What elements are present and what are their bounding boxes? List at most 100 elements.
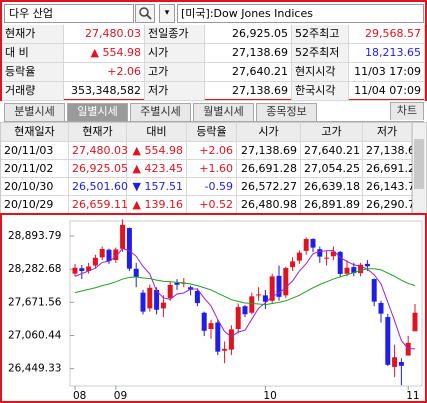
tab[interactable]: 월별시세 [193,103,254,121]
quote-label: 등락율 [2,63,64,82]
quote-label: 전일종가 [145,25,205,44]
candle-body [283,268,289,296]
daily-cell: 26,639.18 [301,178,363,196]
daily-cell: 26,659.11 [69,196,128,214]
candle-body [337,251,343,274]
candle-body [269,276,275,301]
candle-body [160,302,166,309]
candle-body [344,267,350,274]
candle-body [290,261,296,268]
candle-body [256,294,262,296]
daily-cell: 20/11/02 [1,160,69,178]
quote-value: 26,925.05 [205,25,292,44]
column-header: 저가 [363,123,412,142]
candle-body [378,302,384,314]
daily-cell: ▲ 139.16 [127,196,187,214]
x-tick-label: 10 [263,390,276,402]
quote-label: 시가 [145,44,205,63]
candle-body [324,257,330,259]
column-header: 대비 [127,123,187,142]
daily-cell: 26,925.05 [69,160,128,178]
candle-body [215,322,221,352]
daily-cell: 26,691.28 [363,160,422,178]
chart-frame [0,213,427,403]
daily-cell: -0.59 [187,178,237,196]
candle-body [330,251,336,257]
daily-cell: 26,691.28 [237,160,301,178]
quote-value: 29,568.57 [349,25,425,44]
quote-table: 현재가 27,480.03 전일종가 26,925.05 52주최고 29,568.57 대… [2,25,425,101]
dropdown-button[interactable]: ▾ [159,4,175,23]
quote-value: 353,348,582 [64,82,145,101]
search-button[interactable] [135,4,155,23]
daily-cell: 27,054.25 [301,160,363,178]
quote-value: 18,213.65 [349,44,425,63]
tab[interactable]: 주별시세 [130,103,191,121]
candle-body [317,249,323,257]
candle-body [126,228,132,269]
quote-value: 27,138.69 [205,82,292,101]
daily-cell: 26,143.77 [363,178,422,196]
candle-body [201,312,207,331]
candle-body [174,282,180,285]
daily-cell: +2.06 [187,142,237,160]
candle-body [79,268,85,271]
daily-cell: ▲ 554.98 [127,142,187,160]
candle-body [147,287,153,309]
daily-cell: 20/10/29 [1,196,69,214]
candle-body [228,329,234,350]
quote-value: 27,138.69 [205,44,292,63]
candle-body [99,249,105,258]
tab[interactable]: 종목정보 [256,103,317,121]
daily-cell: ▼ 157.51 [127,178,187,196]
search-input[interactable]: 다우 산업 [4,4,134,23]
quote-value: 11/04 07:09 [349,82,425,101]
candle-body [385,317,391,365]
quote-value: ▲ 554.98 [64,44,145,63]
x-tick-label: 09 [114,390,127,402]
moving-average [74,268,416,306]
candle-body [310,238,316,248]
candle-body [113,249,119,261]
x-tick-label: 11 [406,390,419,402]
column-header: 현재일자 [1,123,69,142]
candle-body [371,279,377,302]
tab[interactable]: 일별시세 [67,103,128,121]
daily-cell: +0.52 [187,196,237,214]
quote-panel: 다우 산업 ▾ [미국]:Dow Jones Indices 현재가 27,480… [0,0,427,101]
market-field: [미국]:Dow Jones Indices [177,4,424,23]
column-header: 현재가 [69,123,127,142]
quote-label: 한국시각 [292,82,349,101]
column-header: 시가 [237,123,301,142]
daily-cell: 26,480.98 [237,196,301,214]
candle-body [242,306,248,315]
candle-body [154,289,160,310]
quote-label: 52주최고 [292,25,349,44]
y-tick-label: 26,449.33 [8,363,61,375]
quote-value: 11/03 17:09 [349,63,425,82]
candle-body [106,249,112,262]
column-header: 등락율 [187,123,237,142]
daily-cell: 27,640.21 [301,142,363,160]
search-icon [139,7,152,20]
y-tick-label: 27,671.56 [8,296,62,308]
candle-body [296,252,302,261]
quote-value: +2.06 [64,63,145,82]
candle-body [222,348,228,351]
quote-label: 대 비 [2,44,64,63]
daily-table: 현재일자 현재가 대비 등락율 시가 고가 저가 20/11/03 27,480.03 ▲ 554… [0,122,427,214]
tab[interactable]: 분별시세 [4,103,65,121]
daily-cell: 26,501.60 [69,178,128,196]
price-chart: 28,893.79 28,282.68 27,671.56 27,060.44 26,4… [0,213,427,403]
quote-label: 저가 [145,82,205,101]
daily-cell: ▲ 423.45 [127,160,187,178]
daily-cell: 26,891.89 [301,196,363,214]
candle-body [303,239,309,251]
column-header: 고가 [301,123,363,142]
candle-body [120,224,126,249]
quote-label: 현지시각 [292,63,349,82]
chart-button[interactable]: 차트 [390,102,424,120]
candle-body [262,295,268,302]
scroll-thumb [414,139,424,189]
